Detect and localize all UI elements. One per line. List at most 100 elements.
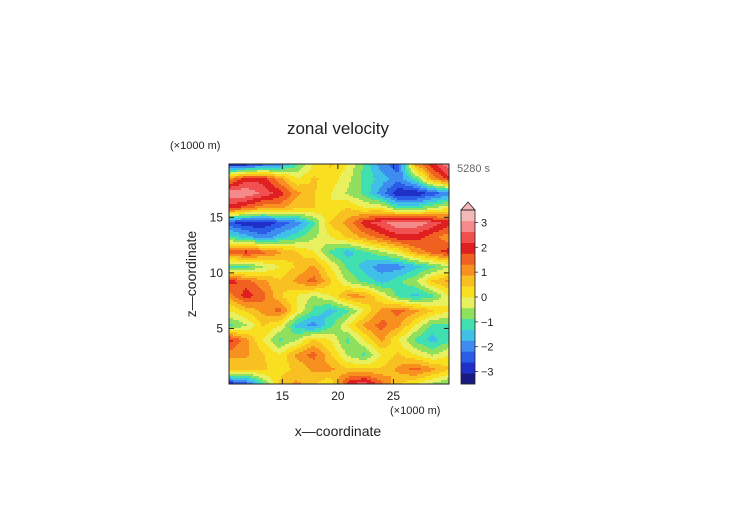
field-cell — [367, 208, 370, 211]
field-cell — [397, 168, 400, 171]
field-cell — [335, 226, 338, 229]
field-cell — [343, 188, 346, 191]
field-cell — [297, 202, 300, 205]
field-cell — [281, 248, 284, 251]
field-cell — [427, 244, 430, 247]
field-cell — [429, 188, 432, 191]
field-cell — [351, 188, 354, 191]
field-cell — [405, 180, 408, 183]
field-cell — [327, 194, 330, 197]
field-cell — [417, 218, 420, 221]
field-cell — [291, 204, 294, 207]
field-cell — [317, 166, 320, 169]
field-cell — [429, 172, 432, 175]
field-cell — [433, 230, 436, 233]
field-cell — [373, 224, 376, 227]
field-cell — [405, 208, 408, 211]
field-cell — [415, 220, 418, 223]
field-cell — [271, 202, 274, 205]
field-cell — [415, 186, 418, 189]
field-cell — [343, 166, 346, 169]
field-cell — [359, 170, 362, 173]
field-cell — [299, 182, 302, 185]
field-cell — [229, 172, 232, 175]
field-cell — [331, 192, 334, 195]
field-cell — [389, 188, 392, 191]
field-cell — [435, 216, 438, 219]
field-cell — [255, 166, 258, 169]
field-cell — [255, 194, 258, 197]
field-cell — [301, 230, 304, 233]
field-cell — [413, 228, 416, 231]
field-cell — [299, 186, 302, 189]
field-cell — [259, 186, 262, 189]
field-cell — [425, 224, 428, 227]
field-cell — [319, 232, 322, 235]
field-cell — [325, 212, 328, 215]
field-cell — [363, 244, 366, 247]
field-cell — [245, 216, 248, 219]
field-cell — [273, 164, 276, 167]
field-cell — [323, 198, 326, 201]
field-cell — [435, 180, 438, 183]
field-cell — [331, 186, 334, 189]
field-cell — [343, 226, 346, 229]
field-cell — [445, 178, 448, 181]
field-cell — [375, 236, 378, 239]
field-cell — [429, 216, 432, 219]
field-cell — [321, 178, 324, 181]
field-cell — [277, 248, 280, 251]
field-cell — [445, 164, 448, 167]
field-cell — [251, 174, 254, 177]
field-cell — [311, 230, 314, 233]
field-cell — [365, 164, 368, 167]
field-cell — [303, 188, 306, 191]
field-cell — [239, 184, 242, 187]
field-cell — [291, 240, 294, 243]
field-cell — [289, 166, 292, 169]
field-cell — [401, 188, 404, 191]
field-cell — [271, 204, 274, 207]
field-cell — [313, 246, 316, 249]
field-cell — [443, 190, 446, 193]
field-cell — [415, 194, 418, 197]
field-cell — [233, 236, 236, 239]
field-cell — [329, 220, 332, 223]
field-cell — [313, 186, 316, 189]
field-cell — [265, 192, 268, 195]
field-cell — [231, 240, 234, 243]
field-cell — [231, 228, 234, 231]
field-cell — [293, 212, 296, 215]
field-cell — [435, 206, 438, 209]
field-cell — [373, 248, 376, 251]
field-cell — [443, 252, 446, 255]
field-cell — [359, 202, 362, 205]
field-cell — [423, 202, 426, 205]
field-cell — [301, 246, 304, 249]
field-cell — [425, 210, 428, 213]
field-cell — [341, 172, 344, 175]
field-cell — [413, 252, 416, 255]
field-cell — [273, 206, 276, 209]
field-cell — [233, 214, 236, 217]
field-cell — [307, 230, 310, 233]
field-cell — [403, 182, 406, 185]
field-cell — [405, 242, 408, 245]
field-cell — [261, 216, 264, 219]
field-cell — [373, 202, 376, 205]
field-cell — [359, 220, 362, 223]
field-cell — [397, 186, 400, 189]
field-cell — [267, 232, 270, 235]
field-cell — [395, 164, 398, 167]
field-cell — [287, 218, 290, 221]
field-cell — [415, 192, 418, 195]
field-cell — [415, 214, 418, 217]
field-cell — [307, 174, 310, 177]
field-cell — [415, 200, 418, 203]
field-cell — [285, 190, 288, 193]
field-cell — [243, 170, 246, 173]
field-cell — [347, 240, 350, 243]
field-cell — [413, 216, 416, 219]
field-cell — [349, 238, 352, 241]
field-cell — [335, 250, 338, 253]
